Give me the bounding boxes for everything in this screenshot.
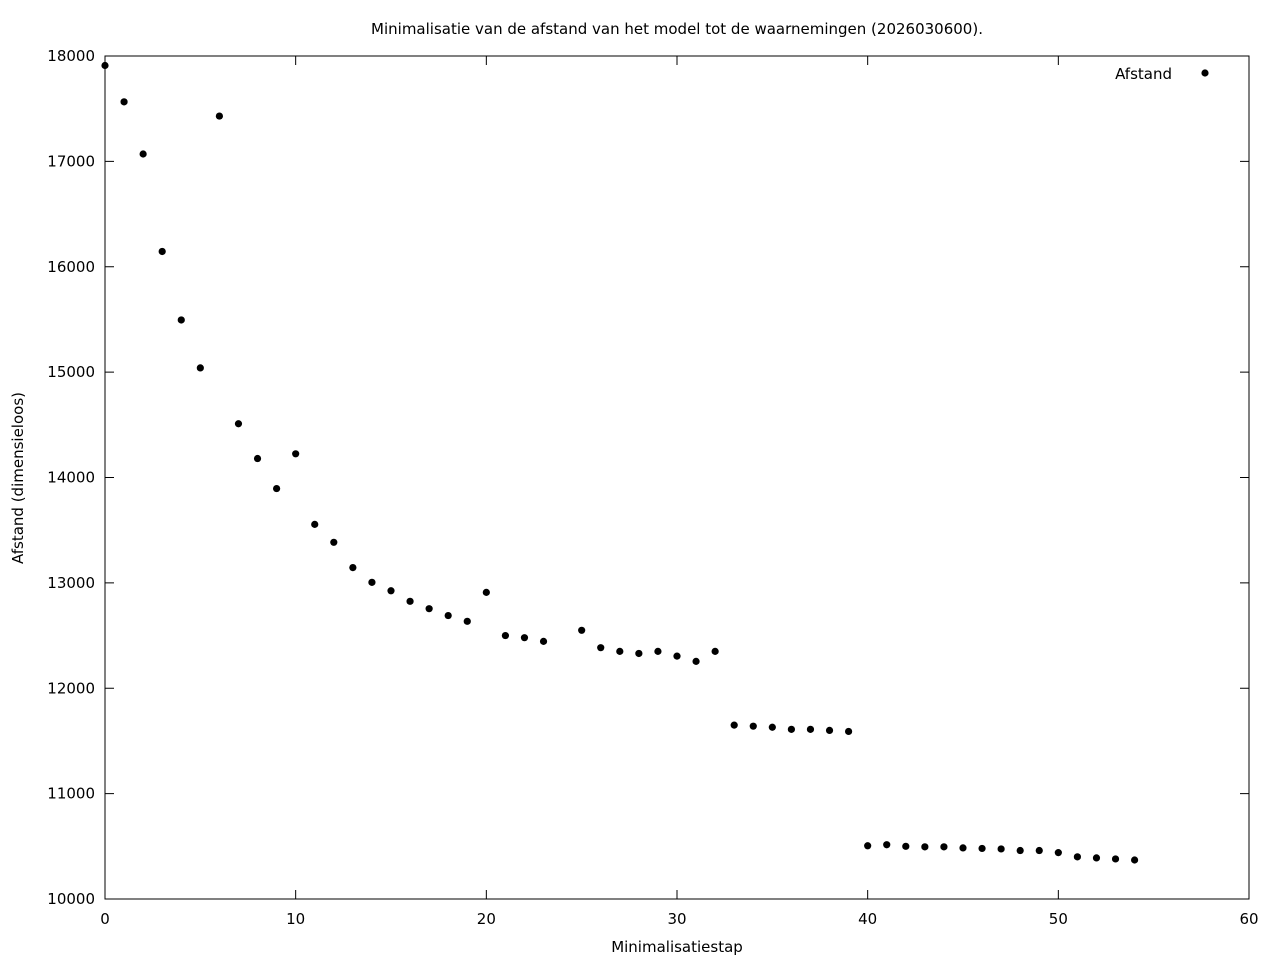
data-point: [253, 454, 262, 463]
y-axis-ticks: 10000 11000 12000 13000 14000 15000 16000 17000…: [47, 47, 1249, 908]
data-point: [768, 723, 776, 731]
x-tick-label: 0: [100, 910, 110, 928]
x-tick-label: 20: [477, 910, 496, 928]
data-point: [292, 450, 300, 458]
data-point: [845, 727, 853, 736]
data-point: [864, 842, 872, 850]
y-tick-label: 16000: [47, 258, 95, 276]
data-point: [330, 538, 338, 546]
data-point: [578, 626, 586, 634]
x-axis-ticks: 0 10 20 30 40 50 60: [100, 56, 1259, 928]
data-point: [1073, 853, 1081, 861]
legend-marker-afstand: [1201, 69, 1209, 77]
data-point: [1035, 846, 1043, 855]
data-point: [959, 844, 967, 852]
data-point: [921, 843, 929, 851]
data-point: [406, 597, 414, 605]
y-tick-label: 15000: [47, 363, 95, 381]
data-point: [1054, 849, 1062, 857]
data-point: [215, 112, 223, 120]
x-tick-label: 50: [1049, 910, 1068, 928]
data-point: [730, 721, 738, 729]
data-point: [139, 150, 147, 158]
data-point: [825, 726, 834, 735]
data-point: [1092, 854, 1101, 862]
data-points: [101, 61, 1139, 864]
data-point: [1131, 856, 1139, 864]
data-point: [273, 484, 281, 493]
data-point: [692, 657, 700, 665]
data-point: [673, 652, 681, 660]
y-tick-label: 17000: [47, 152, 95, 170]
data-point: [482, 588, 490, 596]
data-point: [444, 611, 452, 620]
data-point: [902, 842, 910, 850]
plot-area: [104, 55, 1250, 900]
data-point: [1016, 846, 1024, 855]
data-point: [177, 316, 185, 324]
data-point: [368, 578, 376, 586]
data-point: [501, 631, 509, 640]
data-point: [616, 647, 624, 655]
data-point: [387, 587, 395, 595]
data-point: [1111, 855, 1120, 863]
data-point: [349, 563, 357, 572]
data-point: [463, 617, 471, 625]
data-point: [234, 420, 243, 428]
data-point: [883, 841, 891, 849]
x-tick-label: 10: [286, 910, 305, 928]
data-point: [749, 722, 757, 730]
data-point: [539, 637, 548, 645]
data-point: [978, 844, 986, 853]
data-point: [597, 644, 605, 652]
y-tick-label: 18000: [47, 47, 95, 65]
data-point: [711, 647, 719, 655]
y-tick-label: 12000: [47, 679, 95, 697]
data-point: [158, 247, 166, 256]
x-tick-label: 30: [667, 910, 686, 928]
data-point: [806, 725, 815, 733]
data-point: [101, 61, 109, 70]
y-tick-label: 13000: [47, 574, 95, 592]
y-tick-label: 10000: [47, 890, 95, 908]
data-point: [425, 605, 433, 613]
y-axis-label: Afstand (dimensieloos): [9, 392, 27, 564]
chart-title: Minimalisatie van de afstand van het mod…: [371, 20, 983, 38]
data-point: [997, 845, 1005, 853]
data-point: [196, 364, 204, 372]
data-point: [311, 520, 319, 528]
data-point: [520, 634, 529, 642]
y-tick-label: 14000: [47, 469, 95, 487]
y-tick-label: 11000: [47, 785, 95, 803]
data-point: [940, 843, 948, 851]
data-point: [120, 98, 128, 106]
legend-label-afstand: Afstand: [1115, 65, 1172, 83]
legend: Afstand: [1115, 65, 1209, 83]
x-tick-label: 60: [1239, 910, 1258, 928]
plot-frame: [104, 55, 1250, 900]
x-axis-label: Minimalisatiestap: [611, 938, 743, 956]
data-point: [635, 649, 643, 658]
x-tick-label: 40: [858, 910, 877, 928]
data-point: [654, 647, 662, 655]
data-point: [787, 725, 796, 733]
